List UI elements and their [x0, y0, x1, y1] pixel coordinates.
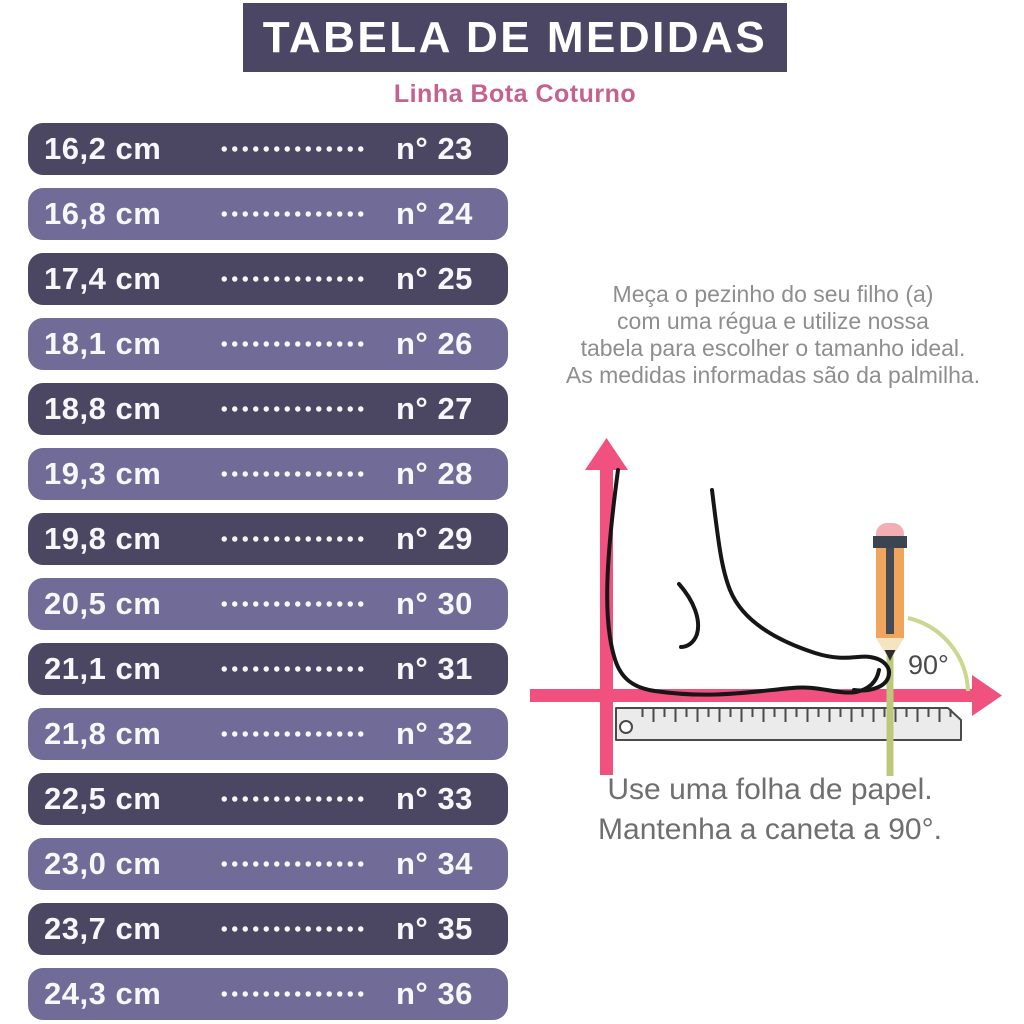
size-number: n° 34: [396, 846, 473, 881]
pencil-icon: [873, 523, 907, 661]
size-row: 22,5 cm n° 33: [28, 773, 508, 825]
dotted-leader: [219, 146, 366, 152]
guide-line: [886, 648, 894, 776]
size-number: n° 25: [396, 261, 473, 296]
instructions-line: tabela para escolher o tamanho ideal.: [580, 335, 966, 361]
measuring-diagram: 90°: [530, 438, 1002, 776]
size-cm: 23,7 cm: [44, 911, 162, 946]
instructions-line: As medidas informadas são da palmilha.: [565, 362, 981, 388]
dotted-leader: [219, 341, 366, 347]
size-cm: 23,0 cm: [44, 846, 162, 881]
size-cm: 20,5 cm: [44, 586, 162, 621]
size-row: 16,2 cm n° 23: [28, 123, 508, 175]
dotted-leader: [219, 471, 366, 477]
dotted-leader: [219, 601, 366, 607]
ruler-icon: [615, 707, 962, 741]
size-cm: 24,3 cm: [44, 976, 162, 1011]
size-number: n° 23: [396, 131, 473, 166]
size-number: n° 29: [396, 521, 473, 556]
page-title: TABELA DE MEDIDAS: [262, 12, 768, 62]
footer-line: Mantenha a caneta a 90°.: [598, 813, 942, 846]
size-cm: 21,1 cm: [44, 651, 162, 686]
size-number: n° 30: [396, 586, 473, 621]
size-row: 21,8 cm n° 32: [28, 708, 508, 760]
dotted-leader: [219, 276, 366, 282]
dotted-leader: [219, 666, 366, 672]
instructions-line: Meça o pezinho do seu filho (a): [612, 281, 934, 307]
dotted-leader: [219, 211, 366, 217]
size-cm: 22,5 cm: [44, 781, 162, 816]
foot-outline: [605, 468, 891, 697]
size-row: 16,8 cm n° 24: [28, 188, 508, 240]
instructions-line: com uma régua e utilize nossa: [617, 308, 929, 334]
size-cm: 17,4 cm: [44, 261, 162, 296]
size-number: n° 24: [396, 196, 473, 231]
dotted-leader: [219, 926, 366, 932]
size-cm: 18,1 cm: [44, 326, 162, 361]
size-cm: 21,8 cm: [44, 716, 162, 751]
footer-line: Use uma folha de papel.: [607, 773, 933, 806]
size-number: n° 35: [396, 911, 473, 946]
size-row: 21,1 cm n° 31: [28, 643, 508, 695]
size-number: n° 32: [396, 716, 473, 751]
dotted-leader: [219, 406, 366, 412]
dotted-leader: [219, 991, 366, 997]
size-cm: 18,8 cm: [44, 391, 162, 426]
size-cm: 19,3 cm: [44, 456, 162, 491]
size-row: 20,5 cm n° 30: [28, 578, 508, 630]
size-row: 18,1 cm n° 26: [28, 318, 508, 370]
size-row: 24,3 cm n° 36: [28, 968, 508, 1020]
size-row: 23,0 cm n° 34: [28, 838, 508, 890]
size-number: n° 33: [396, 781, 473, 816]
size-row: 19,3 cm n° 28: [28, 448, 508, 500]
instructions-text: Meça o pezinho do seu filho (a) com uma r…: [528, 281, 1018, 389]
size-row: 18,8 cm n° 27: [28, 383, 508, 435]
dotted-leader: [219, 536, 366, 542]
header-banner: TABELA DE MEDIDAS: [243, 3, 787, 72]
angle-arc: [907, 616, 970, 692]
size-table: 16,2 cm n° 23 16,8 cm n° 24 17,4 cm n° 2…: [28, 123, 508, 1024]
size-number: n° 27: [396, 391, 473, 426]
dotted-leader: [219, 861, 366, 867]
dotted-leader: [219, 731, 366, 737]
size-cm: 16,8 cm: [44, 196, 162, 231]
size-number: n° 28: [396, 456, 473, 491]
size-cm: 16,2 cm: [44, 131, 162, 166]
size-number: n° 36: [396, 976, 473, 1011]
size-number: n° 31: [396, 651, 473, 686]
size-cm: 19,8 cm: [44, 521, 162, 556]
angle-label: 90°: [908, 650, 949, 680]
page-subtitle: Linha Bota Coturno: [393, 80, 637, 108]
size-row: 17,4 cm n° 25: [28, 253, 508, 305]
size-row: 23,7 cm n° 35: [28, 903, 508, 955]
size-number: n° 26: [396, 326, 473, 361]
footer-note: Use uma folha de papel. Mantenha a caneta…: [530, 770, 1010, 850]
size-row: 19,8 cm n° 29: [28, 513, 508, 565]
dotted-leader: [219, 796, 366, 802]
